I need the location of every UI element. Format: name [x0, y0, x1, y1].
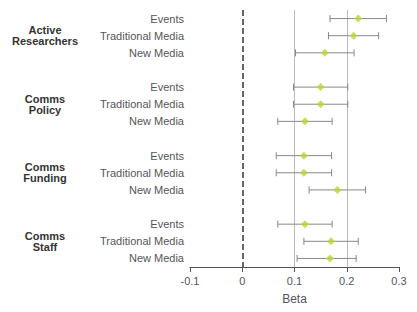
svg-text:Comms: Comms: [24, 229, 66, 242]
svg-text:Funding: Funding: [23, 172, 66, 184]
svg-text:New Media: New Media: [129, 47, 185, 59]
svg-text:0.1: 0.1: [287, 275, 302, 287]
svg-text:Traditional Media: Traditional Media: [100, 30, 185, 42]
svg-text:Comms: Comms: [24, 92, 66, 105]
svg-text:Policy: Policy: [29, 104, 62, 116]
svg-text:Active: Active: [28, 24, 62, 37]
svg-text:Traditional Media: Traditional Media: [100, 167, 185, 179]
svg-text:New Media: New Media: [129, 115, 185, 127]
svg-text:Beta: Beta: [282, 292, 307, 306]
svg-text:New Media: New Media: [129, 184, 185, 196]
svg-text:Traditional Media: Traditional Media: [100, 98, 185, 110]
svg-text:Events: Events: [150, 150, 184, 162]
svg-text:-0.1: -0.1: [181, 275, 200, 287]
svg-text:Events: Events: [150, 13, 184, 25]
svg-text:New Media: New Media: [129, 252, 185, 264]
svg-text:Traditional Media: Traditional Media: [100, 235, 185, 247]
svg-text:Comms: Comms: [24, 161, 66, 174]
svg-text:0.2: 0.2: [339, 275, 354, 287]
svg-text:Events: Events: [150, 81, 184, 93]
svg-text:Staff: Staff: [33, 241, 58, 253]
svg-text:Researchers: Researchers: [12, 35, 78, 47]
svg-text:0: 0: [239, 275, 245, 287]
svg-text:Events: Events: [150, 218, 184, 230]
svg-text:0.3: 0.3: [391, 275, 406, 287]
